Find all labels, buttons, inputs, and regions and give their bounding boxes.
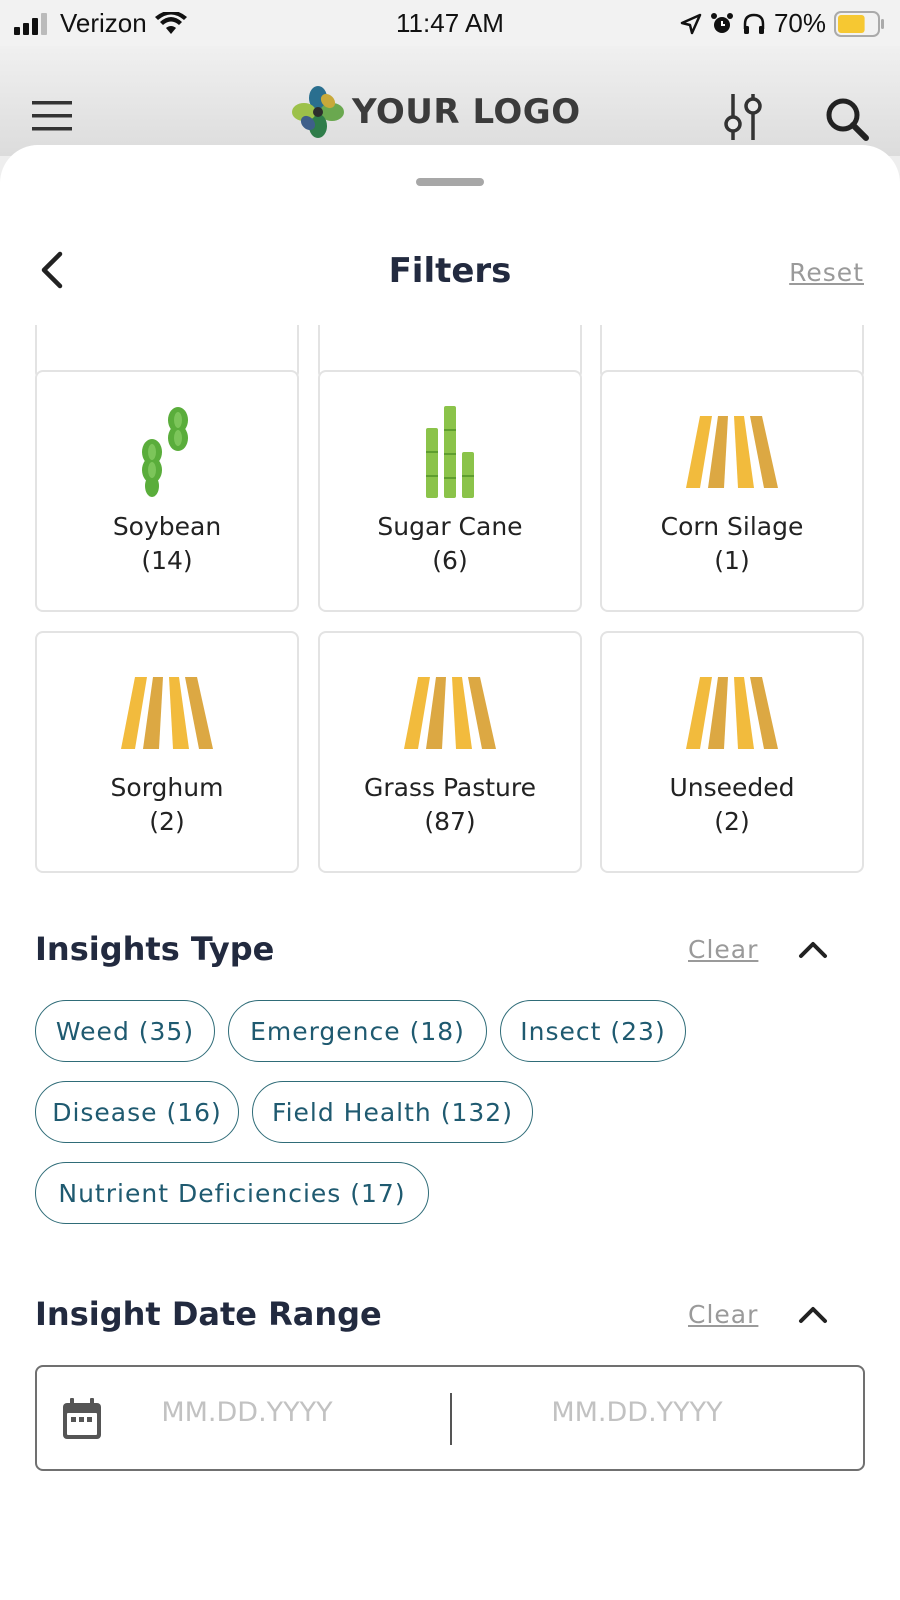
search-icon[interactable] [824,96,870,142]
logo-text: YOUR LOGO [352,92,581,132]
crop-name: Unseeded [669,773,795,802]
chip-field-health[interactable]: Field Health (132) [252,1081,533,1143]
chip-weed[interactable]: Weed (35) [35,1000,215,1062]
filters-sheet: Filters Reset [0,145,900,1600]
crop-card-sugar-cane[interactable]: Sugar Cane (6) [318,370,582,612]
insight-date-range-title: Insight Date Range [35,1295,382,1333]
field-rows-icon [602,665,862,761]
chip-emergence[interactable]: Emergence (18) [228,1000,487,1062]
crop-count: (2) [149,807,185,836]
sugar-cane-icon [320,404,580,500]
chip-insect[interactable]: Insect (23) [500,1000,686,1062]
sliders-icon[interactable] [720,92,766,142]
date-range-divider [450,1393,452,1445]
battery-icon [834,10,884,37]
crop-name: Corn Silage [660,512,804,541]
crop-name: Sugar Cane [377,512,523,541]
date-range-clear-button[interactable]: Clear [688,1300,759,1329]
crop-card-grass-pasture[interactable]: Grass Pasture (87) [318,631,582,873]
chevron-up-icon[interactable] [796,937,830,961]
location-arrow-icon [680,13,702,34]
status-right: 70% [680,8,886,39]
sheet-grabber[interactable] [416,178,484,186]
end-date-input[interactable] [527,1397,747,1428]
insights-type-title: Insights Type [35,930,275,968]
logo-flower-icon [292,86,344,138]
hamburger-menu-icon[interactable] [32,101,72,131]
calendar-icon[interactable] [61,1397,103,1441]
sheet-title: Filters [388,251,512,291]
crop-count: (6) [432,546,468,575]
filters-scroll-area[interactable]: Soybean (14) Sugar Cane [0,325,900,1600]
crop-name: Grass Pasture [363,773,537,802]
signal-strength-icon [14,12,47,35]
reset-button[interactable]: Reset [789,258,864,287]
crop-card-unseeded[interactable]: Unseeded (2) [600,631,864,873]
headphones-icon [743,13,765,34]
status-bar: Verizon 11:47 AM 70% [0,0,900,46]
crop-name: Sorghum [110,773,224,802]
app-header: YOUR LOGO [0,46,900,156]
chip-disease[interactable]: Disease (16) [35,1081,239,1143]
alarm-icon [710,12,733,33]
back-chevron-icon[interactable] [34,248,70,292]
field-rows-icon [37,665,297,761]
field-rows-icon [602,404,862,500]
status-left: Verizon [14,8,187,39]
insights-type-clear-button[interactable]: Clear [688,935,759,964]
field-rows-icon [320,665,580,761]
crop-count: (87) [424,807,476,836]
start-date-input[interactable] [137,1397,357,1428]
crop-card-soybean[interactable]: Soybean (14) [35,370,299,612]
status-time: 11:47 AM [396,8,504,38]
crop-card-sorghum[interactable]: Sorghum (2) [35,631,299,873]
wifi-icon [154,11,187,34]
crop-card-corn-silage[interactable]: Corn Silage (1) [600,370,864,612]
chevron-up-icon[interactable] [796,1302,830,1326]
crop-count: (14) [141,546,193,575]
battery-percent: 70% [773,8,826,38]
soybean-icon [37,404,297,500]
carrier-name: Verizon [60,8,147,38]
crop-name: Soybean [112,512,222,541]
crop-count: (1) [714,546,750,575]
date-range-field [35,1365,865,1471]
crop-count: (2) [714,807,750,836]
logo: YOUR LOGO [292,86,581,138]
chip-nutrient-deficiencies[interactable]: Nutrient Deficiencies (17) [35,1162,429,1224]
